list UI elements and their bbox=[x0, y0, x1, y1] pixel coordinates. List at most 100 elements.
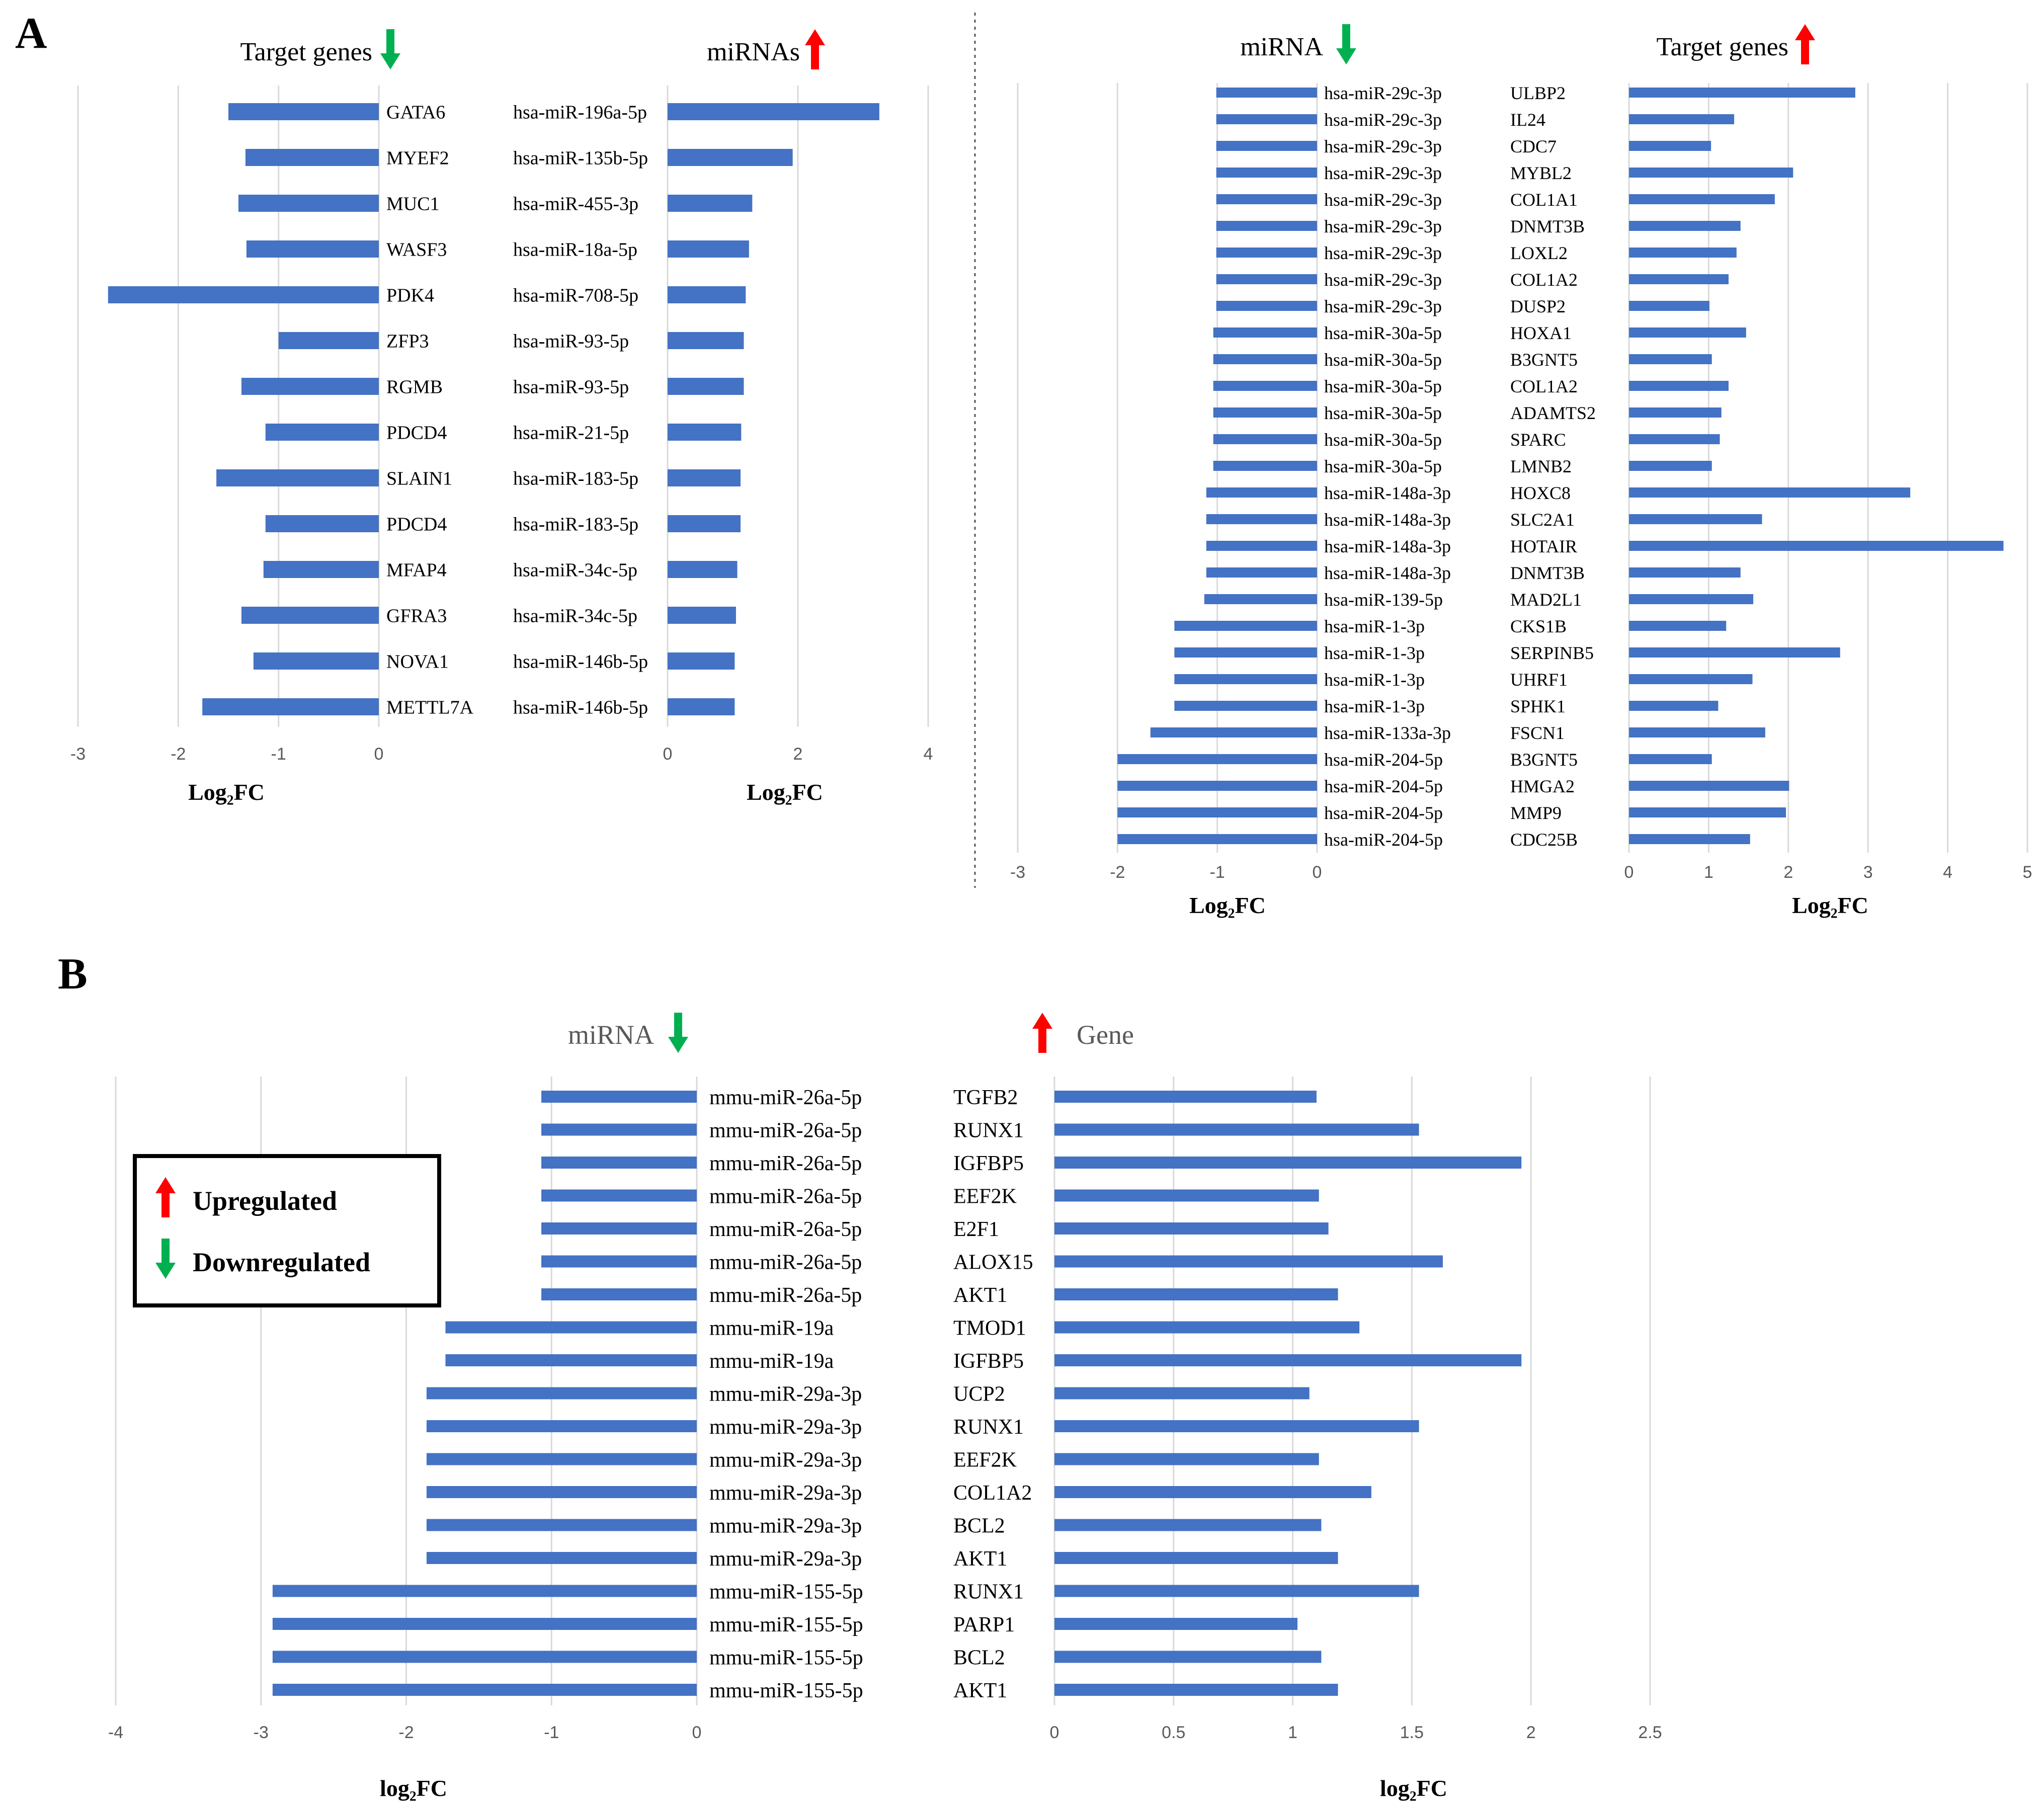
left-category-label: hsa-miR-1-3p bbox=[1324, 670, 1425, 690]
right-category-label: DNMT3B bbox=[1510, 563, 1585, 583]
left-category-label: WASF3 bbox=[386, 239, 447, 261]
left-header-down-arrow-icon bbox=[380, 29, 400, 69]
right-bar bbox=[1054, 1189, 1319, 1202]
right-category-label: MMP9 bbox=[1510, 803, 1562, 823]
left-tick-label: -2 bbox=[171, 745, 186, 764]
right-category-label: hsa-miR-455-3p bbox=[513, 194, 638, 215]
right-bar bbox=[1054, 1651, 1322, 1663]
right-bar bbox=[668, 561, 738, 578]
right-bar bbox=[1054, 1618, 1298, 1630]
right-category-label: RUNX1 bbox=[953, 1119, 1024, 1142]
left-category-label: mmu-miR-26a-5p bbox=[709, 1086, 862, 1109]
left-bar bbox=[108, 286, 379, 303]
right-bar bbox=[1054, 1420, 1419, 1432]
right-tick-label: 2 bbox=[793, 745, 803, 764]
left-bar bbox=[1216, 88, 1317, 98]
left-bar bbox=[241, 607, 379, 624]
left-category-label: MYEF2 bbox=[386, 148, 449, 169]
right-bar bbox=[1054, 1091, 1317, 1103]
right-header-up-arrow-icon bbox=[1032, 1013, 1052, 1053]
right-bar bbox=[1054, 1552, 1338, 1564]
left-category-label: hsa-miR-1-3p bbox=[1324, 616, 1425, 636]
chart-a2: -3 -2 -1 0 0 1 2 3 4 5 hsa-miR-29c-3p ULBP2 hsa-miR-… bbox=[1010, 24, 2032, 918]
left-bar bbox=[1206, 541, 1317, 551]
right-tick-label: 1 bbox=[1288, 1723, 1297, 1742]
right-category-label: EEF2K bbox=[953, 1449, 1017, 1472]
right-bar bbox=[668, 469, 741, 486]
right-category-label: TGFB2 bbox=[953, 1086, 1018, 1109]
left-bar bbox=[426, 1420, 697, 1432]
right-bar bbox=[1054, 1157, 1522, 1169]
right-bar bbox=[1054, 1222, 1329, 1235]
left-bar bbox=[1117, 781, 1317, 791]
right-bar bbox=[668, 652, 735, 670]
right-category-label: FSCN1 bbox=[1510, 723, 1565, 743]
left-category-label: hsa-miR-29c-3p bbox=[1324, 243, 1442, 263]
right-tick-label: 4 bbox=[1943, 863, 1952, 882]
left-bar bbox=[272, 1651, 697, 1663]
right-category-label: CDC7 bbox=[1510, 136, 1557, 156]
left-category-label: hsa-miR-30a-5p bbox=[1324, 403, 1442, 423]
left-bar bbox=[253, 652, 379, 670]
left-bar bbox=[1174, 647, 1317, 658]
right-bar bbox=[1629, 594, 1754, 604]
right-tick-label: 5 bbox=[2023, 863, 2032, 882]
right-bar bbox=[1054, 1519, 1322, 1531]
left-bar bbox=[541, 1123, 697, 1136]
right-category-label: hsa-miR-196a-5p bbox=[513, 102, 647, 123]
left-bar bbox=[1206, 514, 1317, 524]
left-bar bbox=[1174, 701, 1317, 711]
left-bar bbox=[541, 1288, 697, 1300]
right-bar bbox=[1054, 1453, 1319, 1465]
left-bar bbox=[426, 1486, 697, 1498]
left-category-label: mmu-miR-155-5p bbox=[709, 1581, 863, 1604]
left-x-axis-label: Log₂FC bbox=[188, 779, 265, 805]
left-category-label: hsa-miR-139-5p bbox=[1324, 590, 1443, 610]
left-bar bbox=[1213, 327, 1317, 338]
right-bar bbox=[668, 378, 744, 395]
left-bar bbox=[202, 698, 379, 715]
right-category-label: hsa-miR-93-5p bbox=[513, 377, 629, 398]
right-category-label: hsa-miR-183-5p bbox=[513, 514, 638, 535]
left-category-label: mmu-miR-26a-5p bbox=[709, 1152, 862, 1175]
right-category-label: RUNX1 bbox=[953, 1416, 1024, 1439]
right-bar bbox=[1629, 381, 1729, 391]
right-bar bbox=[1629, 461, 1712, 471]
left-category-label: mmu-miR-29a-3p bbox=[709, 1482, 862, 1505]
right-category-label: MYBL2 bbox=[1510, 163, 1572, 183]
right-bar bbox=[1629, 567, 1741, 578]
right-bar bbox=[1629, 647, 1840, 658]
left-tick-label: -3 bbox=[254, 1723, 269, 1742]
left-bar bbox=[278, 332, 379, 349]
right-bar bbox=[1054, 1486, 1371, 1498]
right-bar bbox=[1629, 674, 1753, 684]
right-bar bbox=[1629, 274, 1729, 284]
right-bar bbox=[668, 698, 735, 715]
left-bar bbox=[263, 561, 379, 578]
left-category-label: GATA6 bbox=[386, 102, 445, 123]
left-category-label: hsa-miR-29c-3p bbox=[1324, 296, 1442, 316]
right-category-label: AKT1 bbox=[953, 1284, 1007, 1307]
left-bar bbox=[1216, 301, 1317, 311]
right-category-label: RUNX1 bbox=[953, 1581, 1024, 1604]
left-category-label: hsa-miR-204-5p bbox=[1324, 830, 1443, 850]
left-x-axis-label: Log₂FC bbox=[1189, 892, 1266, 918]
right-category-label: hsa-miR-146b-5p bbox=[513, 651, 648, 673]
left-header: miRNA bbox=[568, 1020, 654, 1050]
right-category-label: CKS1B bbox=[1510, 616, 1567, 636]
left-bar bbox=[228, 103, 379, 120]
left-bar bbox=[265, 424, 379, 441]
left-category-label: hsa-miR-1-3p bbox=[1324, 643, 1425, 663]
left-category-label: mmu-miR-26a-5p bbox=[709, 1251, 862, 1274]
right-category-label: LMNB2 bbox=[1510, 456, 1572, 476]
right-tick-label: 2 bbox=[1783, 863, 1793, 882]
right-category-label: PARP1 bbox=[953, 1613, 1015, 1636]
panel-a-label: A bbox=[15, 9, 47, 58]
left-bar bbox=[1117, 754, 1317, 764]
right-bar bbox=[1629, 727, 1765, 737]
right-category-label: HOTAIR bbox=[1510, 536, 1577, 556]
left-bar bbox=[426, 1552, 697, 1564]
left-category-label: mmu-miR-26a-5p bbox=[709, 1119, 862, 1142]
right-bar bbox=[1629, 754, 1712, 764]
right-bar bbox=[1629, 807, 1786, 817]
